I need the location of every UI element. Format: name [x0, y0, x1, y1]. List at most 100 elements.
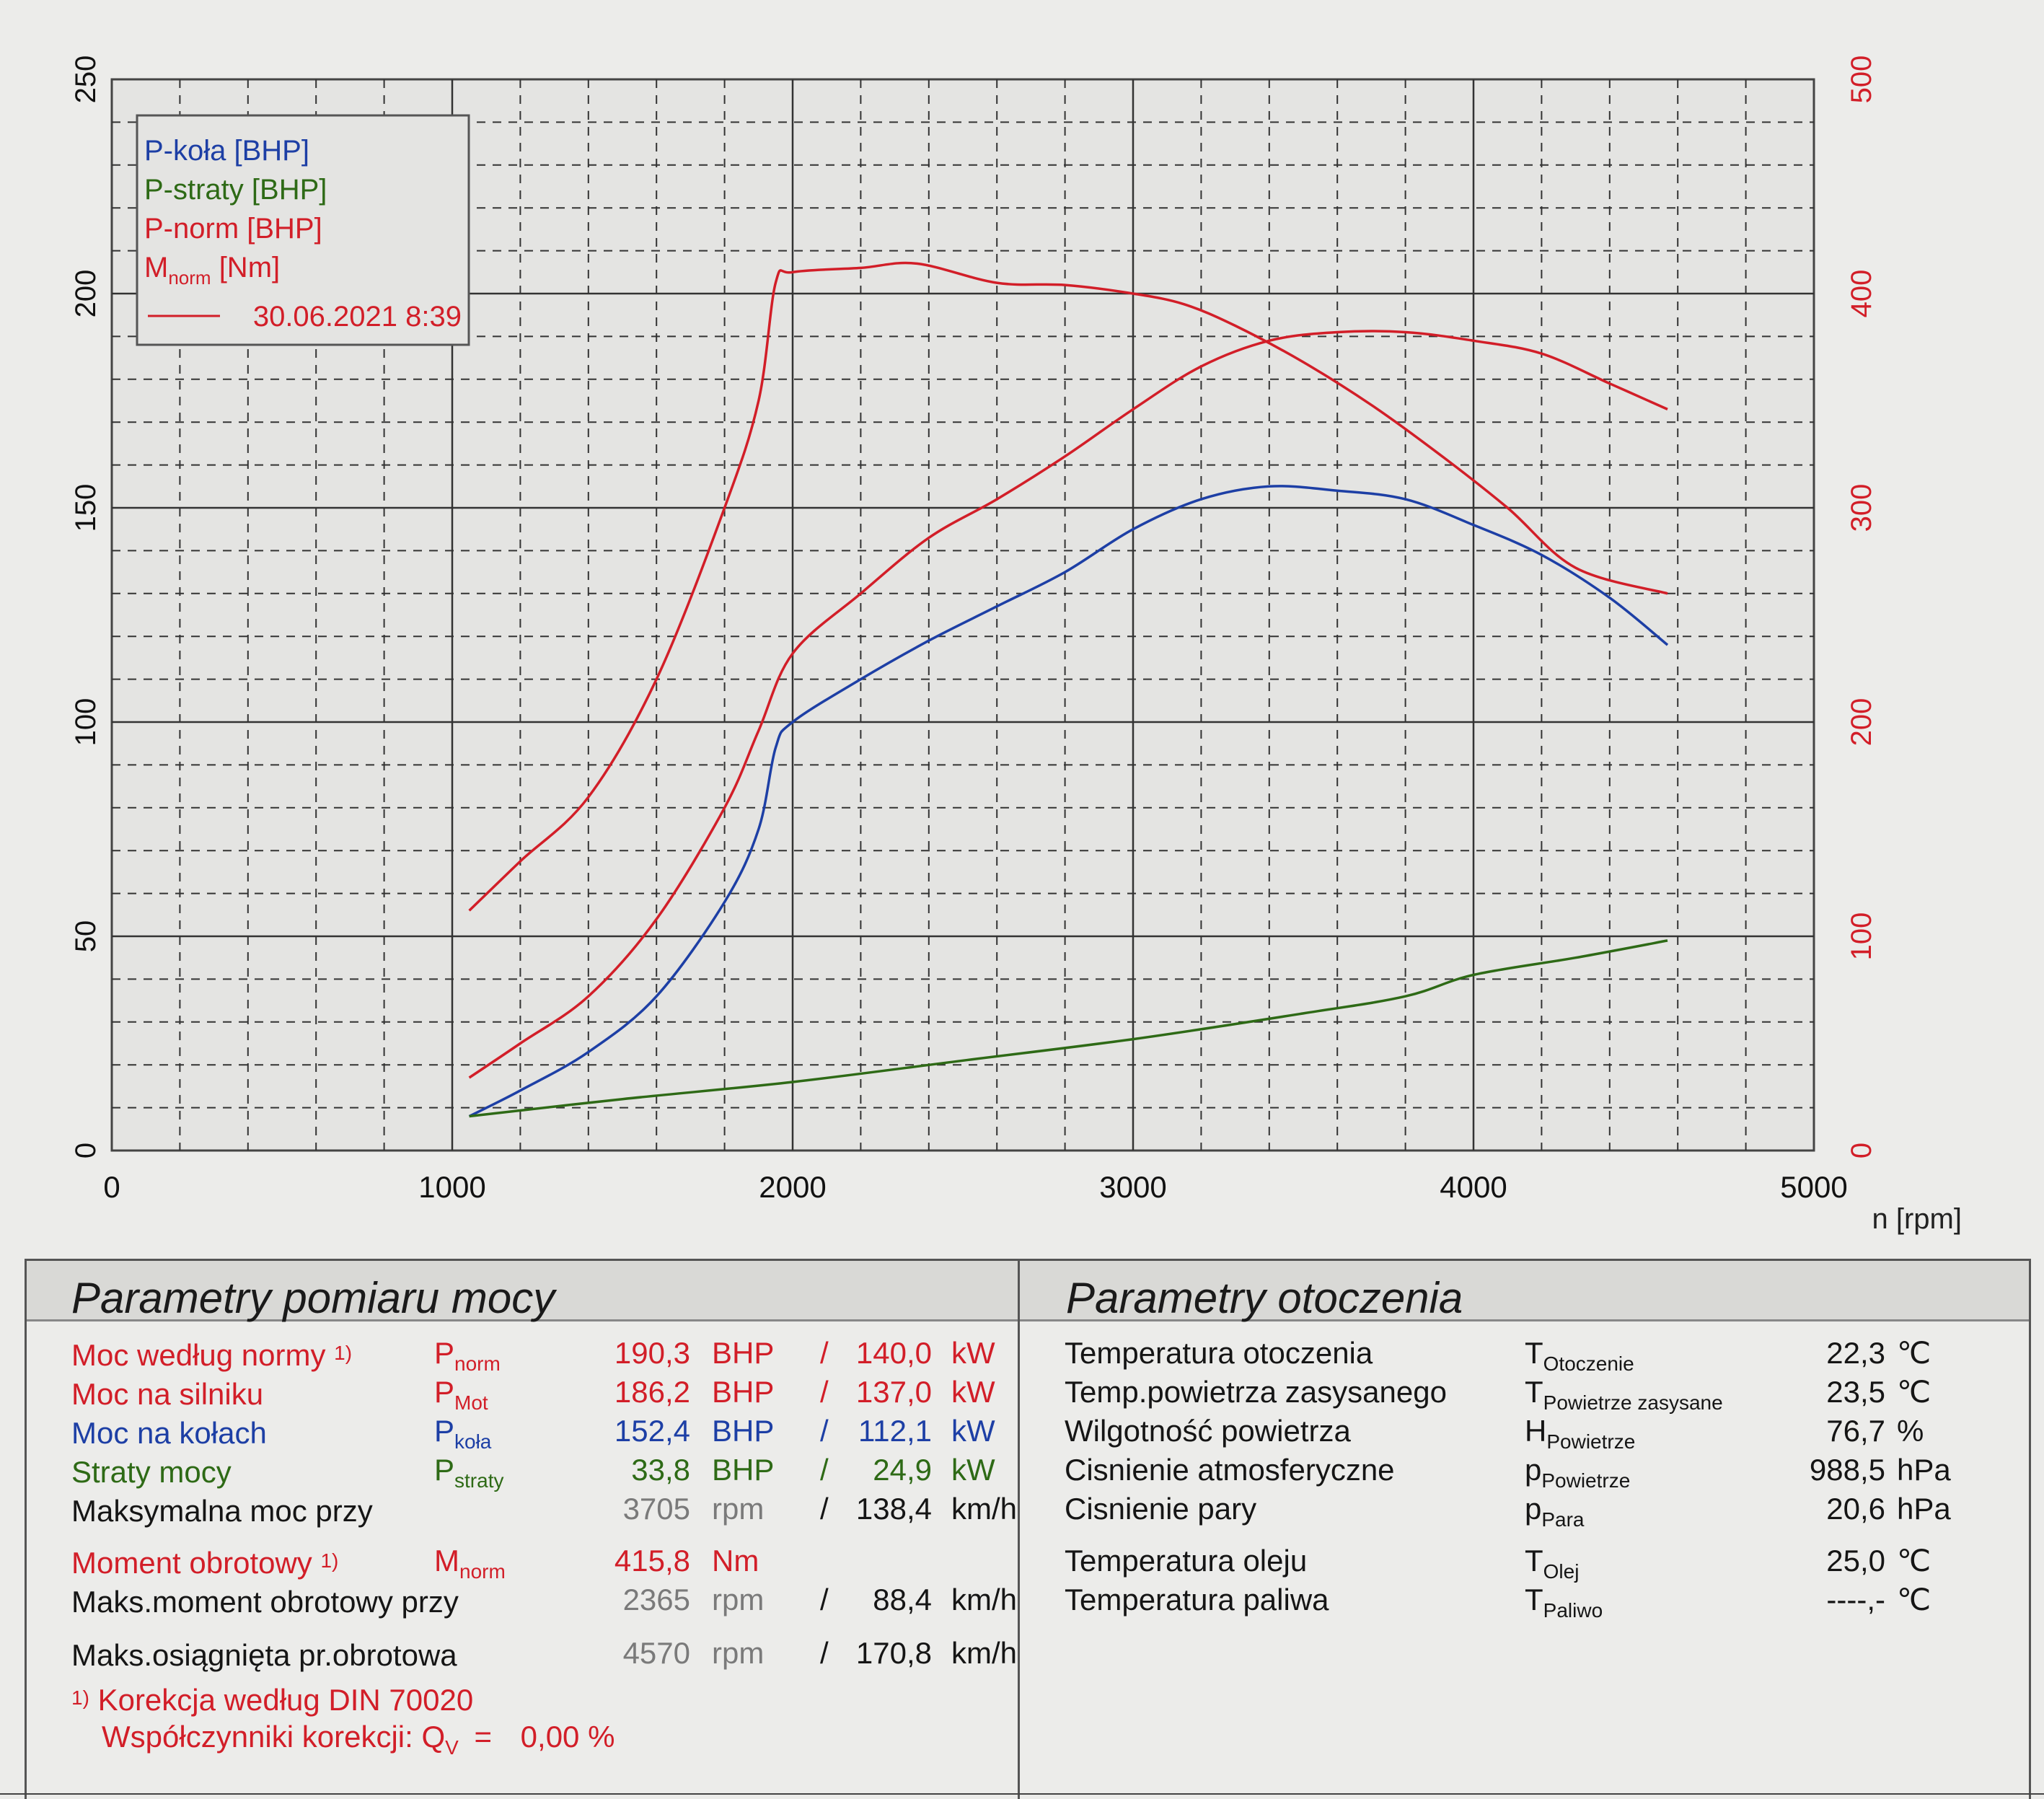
param-symbol: PMot — [434, 1375, 488, 1414]
y-left-tick-label: 50 — [70, 920, 102, 953]
x-tick-label: 3000 — [1099, 1170, 1166, 1204]
legend-entry-m-norm-sub: norm — [168, 267, 211, 289]
param-unit-2: kW — [951, 1453, 995, 1487]
ambient-parameter-row: Temperatura otoczenia TOtoczenie 22,3 ℃ — [1020, 1334, 2030, 1375]
dyno-chart: 0 1000 2000 3000 4000 5000 0 50 100 150 200 250 0 100… — [70, 56, 1962, 1235]
bottom-border — [0, 1793, 2044, 1795]
y-left-tick-group: 200 — [70, 270, 102, 318]
y-left-tick-group: 0 — [70, 1143, 102, 1158]
param-value-2: 138,4 — [855, 1492, 932, 1526]
legend-entry-m-norm-unit: [Nm] — [211, 252, 281, 283]
footnote-marker: 1) — [71, 1686, 89, 1709]
power-parameter-row: Moment obrotowy 1) Mnorm 415,8 Nm — [27, 1542, 1022, 1583]
x-tick-label: 0 — [103, 1170, 120, 1204]
y-right-tick-group: 300 — [1846, 484, 1877, 532]
ambient-parameters-panel: Parametry otoczenia Temperatura otoczeni… — [1020, 1259, 2031, 1799]
legend-box — [136, 114, 470, 346]
param-value-1: 186,2 — [614, 1375, 690, 1409]
power-parameter-row: Maks.osiągnięta pr.obrotowa 4570 rpm / 170,… — [27, 1635, 1022, 1672]
ambient-symbol: TOlej — [1525, 1544, 1580, 1583]
y-right-tick-group: 100 — [1846, 912, 1877, 961]
param-separator: / — [820, 1375, 829, 1409]
param-unit-1: BHP — [712, 1453, 775, 1487]
legend-entry-m-norm-main: M — [144, 252, 168, 283]
ambient-parameter-row: Cisnienie pary pPara 20,6 hPa — [1020, 1490, 2030, 1531]
param-separator: / — [820, 1453, 829, 1487]
series-line-p-kola — [468, 485, 1669, 1118]
ambient-label: Temperatura paliwa — [1065, 1583, 1329, 1617]
legend: P-koła [BHP] P-straty [BHP] P-norm [BHP]… — [136, 114, 470, 346]
ambient-symbol: TPaliwo — [1525, 1583, 1603, 1622]
ambient-value: 23,5 — [1826, 1375, 1885, 1409]
param-separator: / — [820, 1414, 829, 1448]
power-parameter-row: Maksymalna moc przy 3705 rpm / 138,4 km/h — [27, 1490, 1022, 1528]
ambient-symbol: TOtoczenie — [1525, 1336, 1634, 1375]
ambient-symbol: pPowietrze — [1525, 1453, 1631, 1492]
param-value-1: 190,3 — [614, 1336, 690, 1370]
y-right-tick-group: 200 — [1846, 698, 1877, 747]
legend-entry-p-straty: P-straty [BHP] — [144, 174, 327, 206]
y-left-tick-group: 50 — [70, 920, 102, 953]
param-label: Straty mocy — [71, 1455, 232, 1489]
y-right-tick-label: 500 — [1846, 56, 1877, 104]
param-value-2: 170,8 — [855, 1636, 932, 1670]
param-value-2: 112,1 — [858, 1414, 932, 1448]
power-parameters-panel: Parametry pomiaru mocy Moc według normy … — [25, 1259, 1020, 1799]
param-unit-1: BHP — [712, 1336, 775, 1370]
param-value-1: 4570 — [622, 1636, 690, 1670]
param-value-1: 152,4 — [614, 1414, 690, 1448]
x-tick-label: 5000 — [1780, 1170, 1847, 1204]
y-left-tick-group: 100 — [70, 698, 102, 747]
ambient-label: Temperatura otoczenia — [1065, 1336, 1373, 1370]
power-parameters-title: Parametry pomiaru mocy — [27, 1261, 1018, 1322]
x-tick-label: 4000 — [1440, 1170, 1507, 1204]
footnote: 1) Korekcja według DIN 70020 — [71, 1679, 473, 1717]
ambient-value: ----,- — [1826, 1583, 1885, 1617]
y-right-tick-group: 0 — [1846, 1143, 1877, 1158]
correction-sub: V — [445, 1736, 459, 1759]
power-parameter-row: Moc na kołach Pkoła 152,4 BHP / 112,1 kW — [27, 1412, 1022, 1453]
param-value-2: 88,4 — [873, 1583, 932, 1617]
power-parameter-row: Moc według normy 1) Pnorm 190,3 BHP / 140,0 kW — [27, 1334, 1022, 1375]
correction-label: Współczynniki korekcji: Q — [102, 1720, 446, 1754]
ambient-unit: hPa — [1897, 1453, 1951, 1487]
ambient-symbol: HPowietrze — [1525, 1414, 1636, 1453]
y-left-tick-label: 0 — [70, 1143, 102, 1158]
ambient-value: 988,5 — [1809, 1453, 1885, 1487]
param-value-1: 2365 — [622, 1583, 690, 1617]
param-symbol: Pstraty — [434, 1453, 504, 1492]
param-symbol: Pkoła — [434, 1414, 492, 1453]
param-separator: / — [820, 1636, 829, 1670]
x-tick-label: 1000 — [418, 1170, 485, 1204]
series-lines — [468, 261, 1669, 1118]
param-value-2: 140,0 — [855, 1336, 932, 1370]
ambient-symbol: TPowietrze zasysane — [1525, 1375, 1723, 1414]
ambient-label: Temp.powietrza zasysanego — [1065, 1375, 1447, 1409]
param-unit-1: BHP — [712, 1414, 775, 1448]
legend-entry-m-norm: Mnorm [Nm] — [144, 252, 280, 289]
ambient-value: 20,6 — [1826, 1492, 1885, 1526]
param-separator: / — [820, 1492, 829, 1526]
param-label: Moc na silniku — [71, 1377, 264, 1411]
param-label: Moment obrotowy 1) — [71, 1546, 339, 1580]
param-label: Maks.moment obrotowy przy — [71, 1585, 459, 1619]
param-unit-2: kW — [951, 1414, 995, 1448]
ambient-value: 76,7 — [1826, 1414, 1885, 1448]
y-right-tick-label: 100 — [1846, 912, 1877, 961]
ambient-parameters-title: Parametry otoczenia — [1020, 1261, 2029, 1322]
correction-factor: Współczynniki korekcji: QV = 0,00 % — [102, 1718, 614, 1759]
y-left-tick-label: 100 — [70, 698, 102, 747]
y-left-tick-group: 150 — [70, 484, 102, 532]
ambient-unit: hPa — [1897, 1492, 1951, 1526]
legend-date: 30.06.2021 8:39 — [253, 301, 462, 333]
ambient-unit: % — [1897, 1414, 1924, 1448]
y-right-tick-group: 500 — [1846, 56, 1877, 104]
param-separator: / — [820, 1583, 829, 1617]
power-parameter-row: Straty mocy Pstraty 33,8 BHP / 24,9 kW — [27, 1451, 1022, 1492]
series-line-p-norm — [468, 330, 1668, 1079]
ambient-unit: ℃ — [1897, 1583, 1931, 1617]
ambient-label: Temperatura oleju — [1065, 1544, 1308, 1578]
y-right-tick-label: 0 — [1846, 1143, 1877, 1158]
ambient-unit: ℃ — [1897, 1336, 1931, 1370]
ambient-value: 22,3 — [1826, 1336, 1885, 1370]
